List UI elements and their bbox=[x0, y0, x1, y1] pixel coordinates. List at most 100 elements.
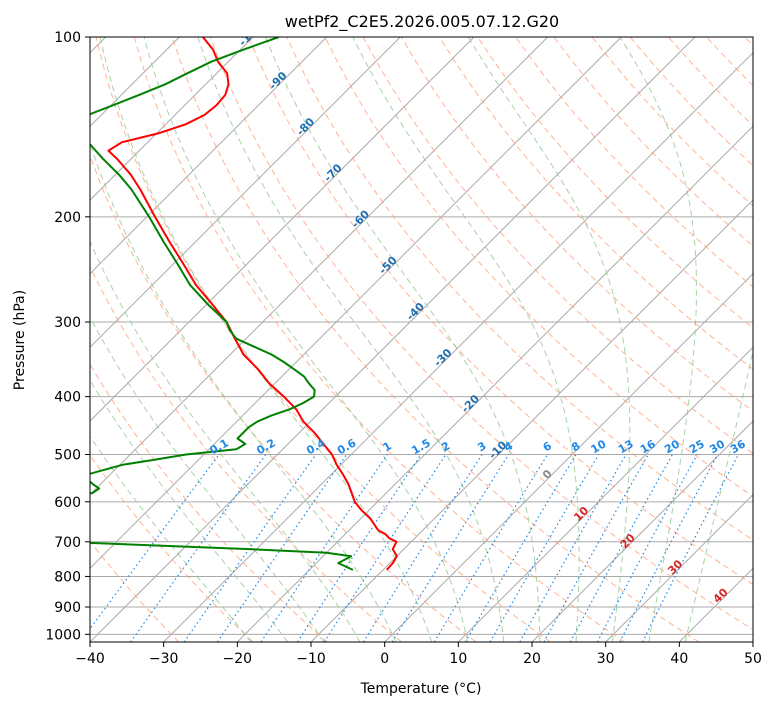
y-tick-label: 400 bbox=[54, 390, 81, 406]
mixing-ratio-line bbox=[391, 454, 510, 642]
isotherm-label: -20 bbox=[459, 392, 482, 415]
plot-frame bbox=[89, 36, 754, 643]
x-tick-label: 40 bbox=[670, 651, 688, 667]
mixing-ratio-line bbox=[519, 454, 627, 642]
x-tick-label: 10 bbox=[449, 651, 467, 667]
moist-adiabat-line bbox=[90, 315, 325, 642]
isotherm-line bbox=[90, 37, 696, 642]
dry-adiabat-line bbox=[324, 37, 753, 498]
x-tick-label: −40 bbox=[75, 651, 105, 667]
dewpoint-line bbox=[90, 37, 354, 571]
chart-title: wetPf2_C2E5.2026.005.07.12.G20 bbox=[285, 12, 559, 32]
isotherm-line bbox=[90, 37, 328, 275]
moist-adiabat-line bbox=[99, 37, 433, 642]
mixing-ratio-line bbox=[296, 454, 422, 642]
isotherm-line bbox=[90, 37, 475, 422]
y-tick-label: 100 bbox=[54, 30, 81, 46]
y-tick-label: 200 bbox=[54, 210, 81, 226]
isotherm-line bbox=[384, 272, 753, 642]
dry-adiabat-line bbox=[668, 37, 753, 127]
isotherm-line bbox=[752, 641, 753, 642]
isotherm-label: -80 bbox=[294, 115, 317, 138]
dry-adiabat-line bbox=[477, 37, 753, 329]
mixing-ratio-label: 20 bbox=[662, 437, 682, 456]
moist-adiabat-line bbox=[143, 37, 469, 642]
moist-adiabat-line bbox=[467, 37, 631, 642]
moist-adiabat-line bbox=[352, 37, 580, 642]
moist-adiabat-line bbox=[90, 379, 289, 642]
mixing-ratio-line bbox=[183, 454, 317, 642]
y-tick-label: 300 bbox=[54, 315, 81, 331]
isotherm-lines bbox=[90, 37, 753, 642]
mixing-ratio-line bbox=[90, 454, 220, 630]
isotherm-label: -100 bbox=[236, 20, 265, 49]
mixing-ratio-line bbox=[323, 454, 447, 642]
moist-adiabat-line bbox=[90, 142, 397, 642]
y-axis: 100 200 300 400 500 600 700 800 900 1000 bbox=[45, 30, 90, 643]
mixing-ratio-line bbox=[260, 454, 388, 642]
isotherm-label: -90 bbox=[266, 69, 289, 92]
x-tick-label: −30 bbox=[149, 651, 179, 667]
isotherm-label: -70 bbox=[321, 161, 344, 184]
pressure-gridlines bbox=[90, 37, 753, 635]
mixing-ratio-line bbox=[489, 454, 600, 642]
mixing-ratio-line bbox=[130, 454, 267, 642]
sounding-series bbox=[90, 37, 398, 571]
mixing-ratio-lines bbox=[90, 454, 739, 642]
dry-adiabat-line bbox=[90, 153, 477, 642]
dry-adiabat-label: 40 bbox=[711, 585, 731, 605]
x-tick-label: 50 bbox=[744, 651, 762, 667]
mixing-ratio-label: 1 bbox=[381, 439, 394, 454]
mixing-ratio-line bbox=[596, 454, 698, 642]
isotherm-label: -50 bbox=[376, 254, 399, 277]
mixing-ratio-line bbox=[619, 454, 719, 642]
dry-adiabat-line bbox=[744, 37, 753, 47]
dry-adiabat-label: 20 bbox=[618, 531, 638, 551]
dry-adiabat-line bbox=[90, 363, 328, 642]
isotherm-line bbox=[310, 199, 753, 642]
x-tick-label: 20 bbox=[523, 651, 541, 667]
isotherm-line bbox=[236, 125, 753, 642]
x-tick-label: −10 bbox=[296, 651, 326, 667]
x-tick-label: −20 bbox=[223, 651, 253, 667]
dry-adiabat-line bbox=[210, 37, 753, 631]
isotherm-line bbox=[90, 37, 401, 349]
mixing-ratio-line bbox=[433, 454, 549, 642]
dry-adiabat-line bbox=[515, 37, 753, 288]
mixing-ratio-label: 6 bbox=[541, 439, 554, 454]
mixing-ratio-label: 25 bbox=[687, 437, 707, 456]
x-axis: −40 −30 −20 −10 0 10 20 30 40 50 bbox=[75, 642, 762, 667]
mixing-ratio-line bbox=[362, 454, 483, 642]
x-tick-label: 0 bbox=[380, 651, 389, 667]
isotherm-label: -60 bbox=[349, 207, 372, 230]
dry-adiabat-line bbox=[90, 265, 403, 642]
moist-adiabat-line bbox=[619, 37, 697, 642]
isotherm-label: -30 bbox=[431, 346, 454, 369]
moist-adiabat-line bbox=[197, 37, 505, 642]
isotherm-line bbox=[457, 346, 753, 642]
y-tick-label: 900 bbox=[54, 600, 81, 616]
moist-adiabat-line bbox=[684, 348, 753, 642]
moist-adiabat-line bbox=[265, 37, 541, 642]
isotherm-label: -40 bbox=[404, 300, 427, 323]
mixing-ratio-line bbox=[642, 454, 739, 642]
dry-adiabat-lines bbox=[90, 37, 753, 642]
y-tick-label: 1000 bbox=[45, 627, 81, 643]
moist-adiabat-line bbox=[90, 435, 252, 642]
dry-adiabat-line bbox=[362, 37, 753, 455]
mixing-ratio-line bbox=[216, 454, 348, 642]
dry-adiabat-label: 10 bbox=[571, 504, 591, 524]
x-tick-label: 30 bbox=[597, 651, 615, 667]
isotherm-line bbox=[90, 37, 622, 570]
grid-labels: 0.1 0.2 0.4 0.6 1 1.5 2 3 4 6 8 10 13 16 20 25 30 36-100-… bbox=[208, 20, 749, 606]
dry-adiabat-line bbox=[95, 37, 551, 642]
mixing-ratio-label: 16 bbox=[638, 437, 658, 456]
dry-adiabat-line bbox=[133, 37, 625, 642]
y-tick-label: 500 bbox=[54, 448, 81, 464]
isotherm-line bbox=[90, 37, 254, 201]
mixing-ratio-line bbox=[569, 454, 673, 642]
dry-adiabat-line bbox=[591, 37, 753, 207]
isotherm-line bbox=[90, 37, 549, 496]
dry-adiabat-line bbox=[171, 37, 700, 642]
